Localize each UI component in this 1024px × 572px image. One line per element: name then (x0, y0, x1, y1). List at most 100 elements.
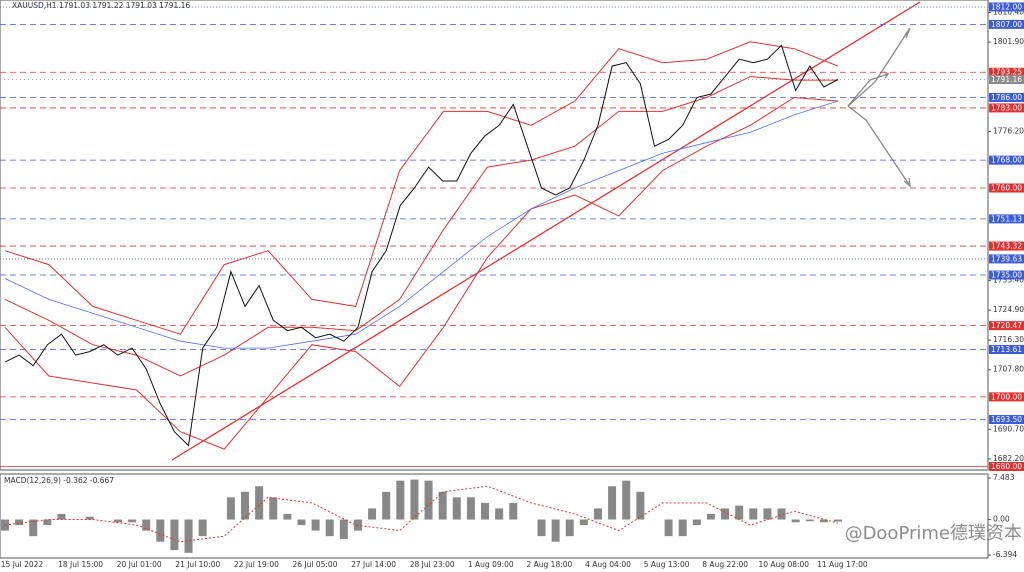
macd-bar (410, 479, 419, 520)
x-tick-label: 10 Aug 08:00 (759, 560, 810, 569)
macd-pane (0, 473, 989, 559)
macd-tick-label: 0.00 (993, 515, 1010, 524)
macd-bar (735, 505, 744, 520)
macd-tick-label: -6.394 (993, 550, 1017, 559)
level-tag (989, 2, 1024, 12)
macd-bar (438, 491, 447, 520)
main-pane (0, 0, 989, 471)
macd-bar (184, 519, 193, 553)
level-label: 1739.63 (991, 254, 1022, 263)
level-label: 1751.13 (991, 214, 1022, 223)
level-label: 1680.00 (991, 462, 1022, 471)
x-tick-label: 28 Jul 23:00 (410, 560, 455, 569)
macd-bar (706, 513, 715, 520)
indicator-line (4, 96, 839, 450)
macd-signal (4, 485, 839, 543)
x-tick-label: 15 Jul 2022 (1, 560, 44, 569)
x-tick-label: 11 Aug 17:00 (817, 560, 868, 569)
macd-bar (269, 497, 278, 520)
macd-bar (593, 508, 602, 520)
macd-bar (424, 480, 433, 520)
macd-bar (170, 519, 179, 551)
macd-bar (311, 519, 320, 531)
macd-bar (636, 491, 645, 520)
level-tag (989, 462, 1024, 472)
level-tag (989, 415, 1024, 425)
macd-bar (481, 502, 490, 520)
level-label: 1768.00 (991, 156, 1022, 165)
x-tick-label: 2 Aug 18:00 (526, 560, 572, 569)
level-label: 1786.00 (991, 93, 1022, 102)
y-tick-label: 1724.90 (993, 305, 1024, 314)
macd-bar (495, 508, 504, 520)
indicator-line (4, 76, 838, 377)
macd-bar (142, 519, 151, 531)
level-label: 1713.61 (991, 345, 1022, 354)
macd-bar (749, 508, 758, 520)
macd-bar (608, 486, 617, 520)
level-label: 1807.00 (991, 20, 1022, 29)
y-tick-label: 1707.80 (993, 365, 1024, 374)
y-tick-label: 1690.70 (993, 424, 1024, 433)
y-tick-label: 1776.20 (993, 127, 1024, 136)
macd-bar (283, 513, 292, 520)
macd-bar (565, 519, 574, 537)
x-tick-label: 5 Aug 13:00 (644, 560, 690, 569)
macd-bar (339, 519, 348, 539)
level-tag (989, 183, 1024, 193)
y-tick-label: 1733.40 (993, 276, 1024, 285)
macd-bar (537, 519, 546, 537)
y-tick-label: 1682.20 (993, 454, 1024, 463)
macd-bar (85, 516, 94, 520)
level-tag (989, 254, 1024, 264)
level-label: 1720.47 (991, 321, 1022, 330)
macd-bar (692, 519, 701, 526)
x-tick-label: 22 Jul 19:00 (234, 560, 279, 569)
macd-bar (551, 519, 560, 542)
macd-bar (763, 508, 772, 520)
level-tag (989, 19, 1024, 29)
level-label: 1693.50 (991, 415, 1022, 424)
level-label: 1783.00 (991, 103, 1022, 112)
macd-bar (622, 480, 631, 520)
macd-bar (255, 486, 264, 520)
macd-bar (156, 519, 165, 542)
x-tick-label: 8 Aug 22:00 (702, 560, 748, 569)
macd-bar (128, 519, 137, 523)
level-label: 1812.00 (991, 2, 1022, 11)
level-label: 1743.32 (991, 242, 1022, 251)
macd-bar (325, 519, 334, 537)
level-tag (989, 345, 1024, 355)
macd-tick-label: 7.483 (993, 473, 1015, 482)
macd-bar (721, 508, 730, 520)
level-tag (989, 67, 1024, 77)
macd-bar (29, 519, 38, 537)
macd-bar (777, 508, 786, 520)
level-label: 1700.00 (991, 392, 1022, 401)
indicator-line (4, 41, 839, 335)
macd-bar (226, 497, 235, 520)
level-tag (989, 392, 1024, 402)
macd-bar (805, 519, 814, 522)
x-tick-label: 18 Jul 15:00 (58, 560, 103, 569)
watermark: @DooPrime德璞资本 (845, 523, 1022, 544)
y-tick-label: 1801.90 (993, 37, 1024, 46)
macd-bar (198, 519, 207, 537)
macd-bar (297, 519, 306, 526)
macd-bar (396, 480, 405, 520)
level-tag (989, 92, 1024, 102)
macd-bar (791, 519, 800, 523)
x-tick-label: 20 Jul 01:00 (117, 560, 162, 569)
x-tick-label: 26 Jul 05:00 (293, 560, 338, 569)
macd-bar (43, 519, 52, 526)
level-label: 1760.00 (991, 184, 1022, 193)
level-label: 1735.00 (991, 271, 1022, 280)
macd-bar (15, 519, 24, 526)
level-tag (989, 214, 1024, 224)
indicator-line (4, 100, 839, 349)
x-tick-label: 4 Aug 04:00 (585, 560, 631, 569)
macd-bar (113, 519, 122, 523)
level-tag (989, 75, 1024, 85)
macd-bar (368, 508, 377, 520)
x-tick-label: 1 Aug 09:00 (468, 560, 514, 569)
